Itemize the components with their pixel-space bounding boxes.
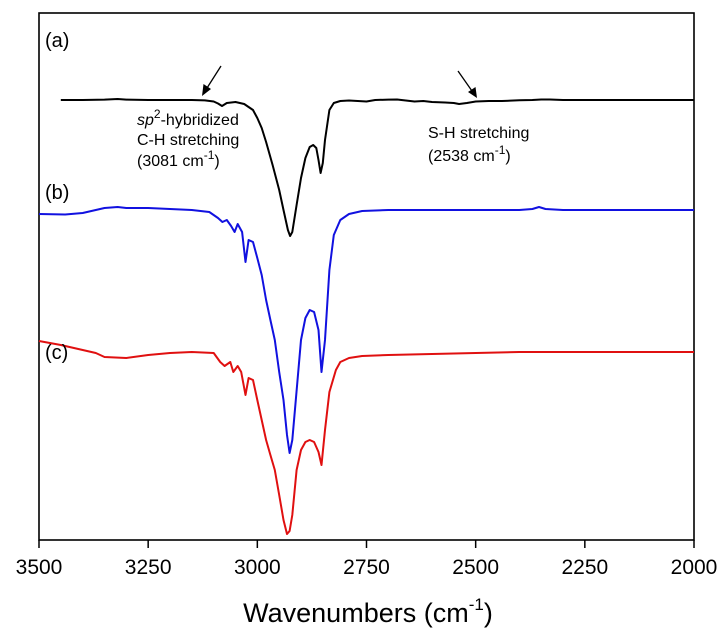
curve-label-c: (c) <box>45 342 68 364</box>
curve-label-a: (a) <box>45 30 69 52</box>
x-tick-label: 2250 <box>561 556 608 579</box>
x-tick-label: 3000 <box>234 556 281 579</box>
plot-frame <box>38 12 695 541</box>
arrowhead-ch <box>202 84 211 96</box>
x-axis-ticks: 3500 3250 3000 2750 2500 2250 2000 <box>16 540 718 579</box>
annotation-sh-line1: S-H stretching <box>428 125 529 142</box>
annotation-arrow-ch <box>206 65 222 89</box>
curve-label-b: (b) <box>45 182 69 204</box>
annotation-ch-line2: C-H stretching <box>137 132 239 149</box>
spectrum-line-a <box>60 98 694 237</box>
arrowhead-sh <box>468 87 477 98</box>
x-tick-label: 2500 <box>452 556 499 579</box>
x-tick-label: 3250 <box>125 556 172 579</box>
annotation-ch-line3: (3081 cm-1) <box>137 148 220 170</box>
spectra-curves <box>38 98 694 535</box>
annotation-sh-line2: (2538 cm-1) <box>428 143 511 165</box>
annotation-arrow-sh <box>457 70 473 92</box>
x-tick-label: 2000 <box>671 556 718 579</box>
x-axis-title: Wavenumbers (cm-1) <box>243 595 493 628</box>
spectrum-line-b <box>38 206 694 454</box>
x-tick-label: 3500 <box>16 556 63 579</box>
spectrum-line-c <box>38 340 694 535</box>
annotation-ch-line1: sp2-hybridized <box>137 107 239 129</box>
x-tick-label: 2750 <box>343 556 390 579</box>
